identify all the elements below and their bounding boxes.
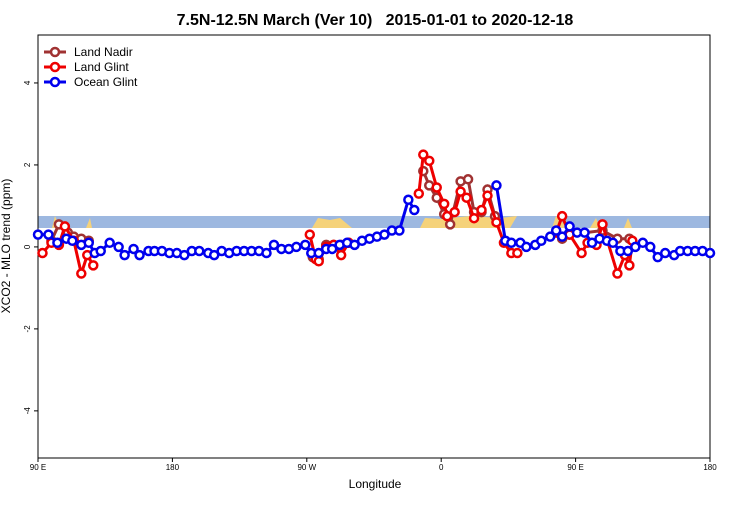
data-point: [413, 188, 425, 199]
y-tick-label: 0: [23, 244, 32, 249]
data-point: [37, 247, 48, 259]
data-point: [449, 206, 460, 218]
y-axis-label: XCO2 - MLO trend (ppm): [0, 179, 13, 314]
data-point: [128, 243, 139, 255]
data-point: [59, 221, 71, 232]
legend-label: Land Glint: [74, 60, 129, 74]
data-point: [431, 182, 442, 193]
data-point: [304, 229, 316, 240]
data-point: [291, 241, 302, 253]
x-tick-label: 180: [703, 463, 717, 472]
data-point: [313, 247, 324, 259]
data-point: [556, 210, 568, 222]
x-axis-label: Longitude: [349, 477, 402, 491]
data-point: [409, 204, 420, 216]
data-point: [95, 245, 106, 257]
data-point: [622, 245, 634, 257]
legend-marker: [49, 46, 61, 58]
data-point: [468, 212, 480, 224]
y-tick-label: 2: [23, 162, 32, 167]
data-point: [455, 186, 466, 197]
data-point: [652, 251, 663, 263]
data-point: [659, 247, 671, 259]
data-point: [444, 219, 456, 230]
x-tick-label: 90 E: [30, 463, 46, 472]
land-patch: [52, 216, 632, 228]
x-tick-label: 0: [439, 463, 444, 472]
y-tick-label: -2: [23, 325, 32, 333]
data-point: [300, 239, 311, 251]
chart-title: 7.5N-12.5N March (Ver 10) 2015-01-01 to …: [177, 12, 574, 29]
data-point: [536, 235, 547, 247]
data-point: [607, 237, 619, 249]
legend-marker: [49, 61, 61, 73]
data-point: [579, 227, 590, 238]
data-point: [52, 237, 63, 249]
data-point: [612, 268, 623, 279]
data-point: [521, 241, 532, 253]
data-point: [313, 256, 324, 267]
data-point: [113, 241, 124, 253]
data-point: [637, 237, 649, 249]
data-point: [556, 231, 568, 242]
data-point: [261, 247, 272, 259]
x-tick-label: 90 W: [297, 463, 316, 472]
data-point: [134, 249, 145, 261]
data-point: [550, 225, 562, 236]
data-point: [512, 247, 523, 259]
data-point: [394, 225, 405, 236]
x-tick-label: 90 E: [567, 463, 583, 472]
data-point: [418, 149, 429, 160]
data-point: [335, 249, 347, 261]
legend-label: Ocean Glint: [74, 75, 138, 89]
data-point: [506, 237, 517, 249]
data-point: [67, 235, 78, 247]
y-tick-label: 4: [23, 80, 32, 85]
data-point: [424, 155, 435, 167]
data-point: [597, 219, 608, 230]
data-point: [349, 239, 360, 251]
data-point: [403, 194, 414, 206]
data-point: [76, 268, 87, 279]
data-point: [32, 229, 44, 240]
data-point: [104, 237, 115, 249]
data-point: [441, 210, 453, 222]
data-point: [268, 239, 280, 251]
data-point: [630, 241, 641, 253]
ocean-band: [38, 216, 710, 228]
data-point: [482, 190, 493, 201]
legend-marker: [49, 76, 61, 88]
data-point: [83, 237, 95, 249]
data-point: [379, 229, 390, 240]
data-point: [43, 229, 54, 240]
data-point: [179, 249, 190, 261]
data-point: [491, 217, 502, 228]
data-point: [704, 247, 716, 259]
y-tick-label: -4: [23, 407, 32, 415]
data-point: [491, 180, 502, 191]
data-point: [194, 245, 205, 257]
data-point: [438, 198, 450, 210]
data-point: [326, 243, 338, 255]
x-tick-label: 180: [166, 463, 180, 472]
data-point: [645, 241, 656, 253]
data-point: [461, 192, 472, 203]
data-point: [586, 237, 598, 249]
data-point: [462, 174, 474, 185]
data-point: [544, 231, 556, 242]
data-point: [208, 249, 220, 261]
data-point: [88, 260, 99, 271]
data-point: [119, 249, 130, 261]
data-point: [564, 221, 575, 232]
data-point: [476, 204, 487, 216]
legend-label: Land Nadir: [74, 45, 133, 59]
data-point: [624, 260, 635, 271]
data-point: [576, 247, 587, 259]
